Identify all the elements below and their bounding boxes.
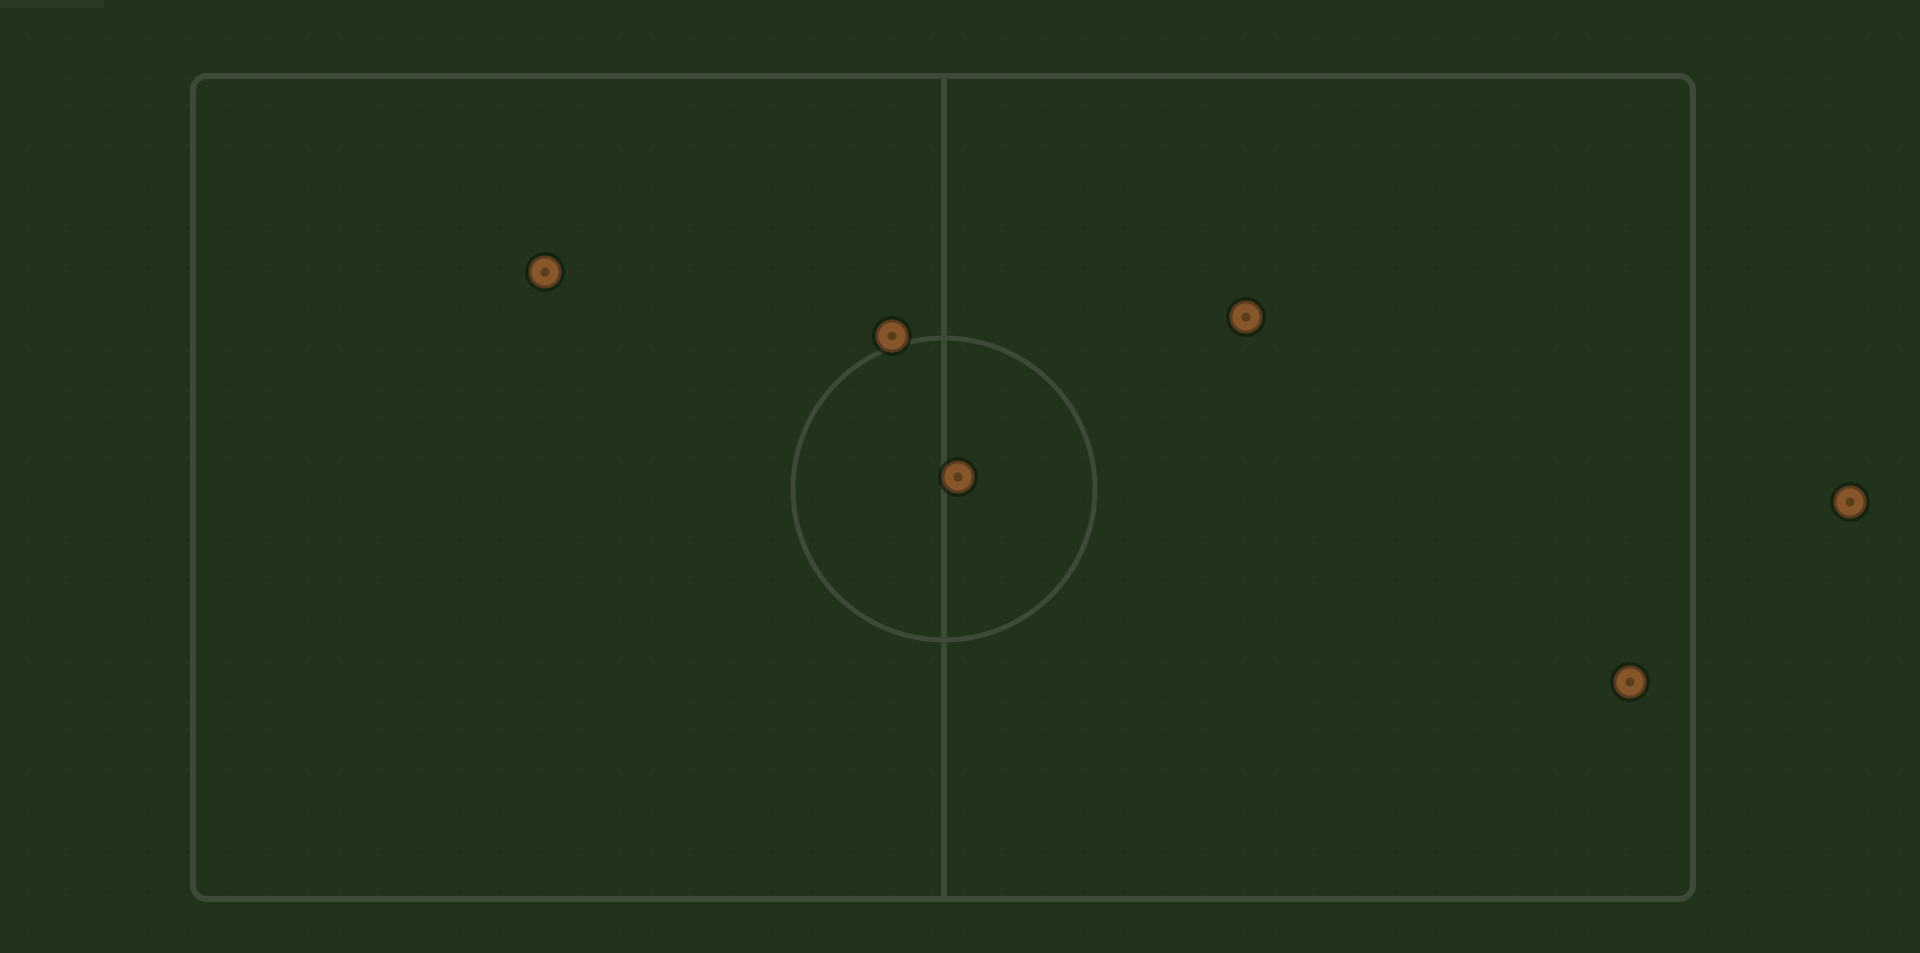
player-token[interactable] <box>872 316 912 356</box>
player-token[interactable] <box>525 252 565 292</box>
corner-label <box>0 0 104 8</box>
player-token[interactable] <box>938 457 978 497</box>
player-token[interactable] <box>1610 662 1650 702</box>
player-token[interactable] <box>1226 297 1266 337</box>
player-token[interactable] <box>1830 482 1870 522</box>
